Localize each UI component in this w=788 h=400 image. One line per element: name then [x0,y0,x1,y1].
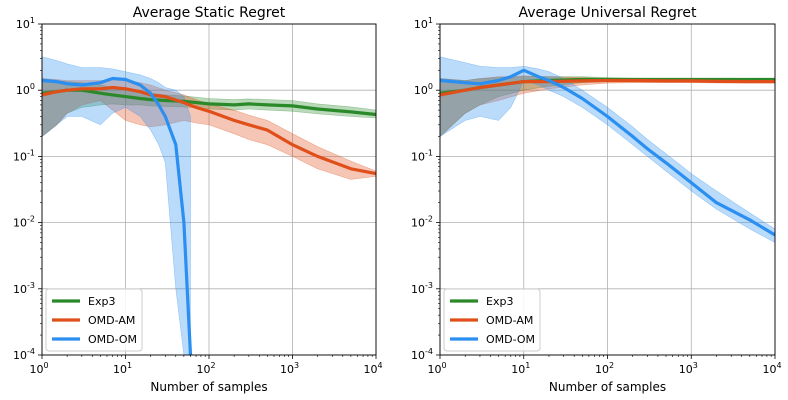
x-tick-label: 103 [679,361,698,376]
series-line-omd-am [440,78,775,97]
y-tick-label: 10-3 [13,281,35,296]
chart-panel-1: 100 101 102 103 104 10-4 10-3 10-2 10-1 100 101 Ave… [13,5,383,394]
y-tick-label: 10-1 [411,148,433,163]
legend-label: OMD-OM [88,333,137,346]
legend-label: Exp3 [88,295,115,308]
chart-title: Average Universal Regret [519,5,697,21]
x-tick-label: 101 [511,361,530,376]
legend-label: OMD-OM [486,333,535,346]
y-tick-label: 10-3 [411,281,433,296]
band-omd-om [42,56,191,355]
legend: Exp3 OMD-AM OMD-OM [443,288,541,352]
y-tick-label: 10-2 [13,215,35,230]
x-axis-label: Number of samples [150,380,267,394]
x-tick-label: 100 [29,361,48,376]
x-tick-label: 103 [280,361,299,376]
chart-panel-2: 100 101 102 103 104 10-4 10-3 10-2 10-1 100 101 Ave… [411,5,782,394]
x-tick-label: 102 [196,361,215,376]
x-tick-label: 101 [113,361,132,376]
y-tick-label: 100 [414,82,433,97]
x-tick-label: 102 [595,361,614,376]
legend-box [45,288,143,352]
y-tick-label: 10-4 [411,347,433,362]
x-tick-label: 100 [427,361,446,376]
series-line-omd-om [440,68,775,237]
y-tick-label: 101 [16,16,35,31]
y-tick-label: 10-1 [13,148,35,163]
series-line-omd-om [42,76,193,355]
legend-label: OMD-AM [88,314,135,327]
x-tick-label: 104 [762,361,781,376]
legend-label: Exp3 [486,295,513,308]
legend-box [443,288,541,352]
y-tick-label: 10-2 [411,215,433,230]
chart-title: Average Static Regret [133,5,286,21]
x-tick-label: 104 [363,361,382,376]
series-line-omd-am [42,85,376,176]
x-axis-label: Number of samples [549,380,666,394]
legend-label: OMD-AM [486,314,533,327]
y-tick-label: 10-4 [13,347,35,362]
y-tick-label: 100 [16,82,35,97]
y-tick-label: 101 [414,16,433,31]
legend: Exp3 OMD-AM OMD-OM [45,288,143,352]
